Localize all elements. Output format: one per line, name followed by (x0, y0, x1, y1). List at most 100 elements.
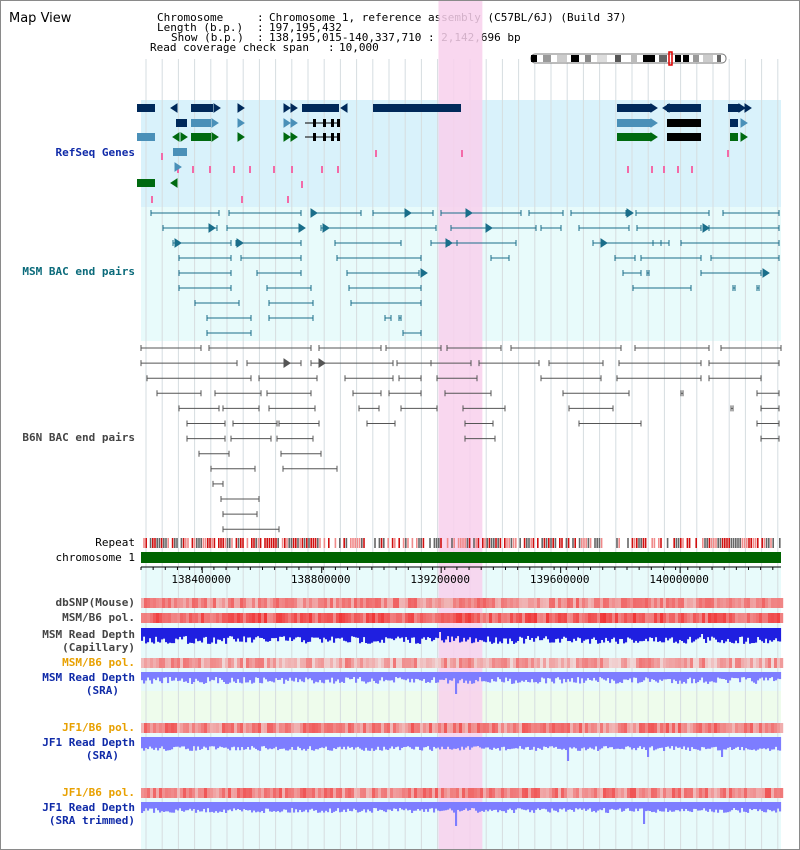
dbsnp-heat (408, 598, 412, 608)
msm-depth-sra-bar (283, 672, 286, 684)
msm-b6-pol-heat (171, 613, 175, 623)
msm-b6-pol-heat (243, 613, 247, 623)
msm-bac-pair-marker (208, 223, 216, 233)
dbsnp-heat (510, 598, 514, 608)
repeat-mark (704, 538, 706, 548)
msm-depth-sra-bar (579, 672, 582, 684)
msm-b6-pol-sra-heat (579, 658, 583, 668)
msm-b6-pol-heat (402, 613, 406, 623)
msm-depth-capillary-bar (229, 628, 232, 637)
msm-b6-pol-sra-heat (720, 658, 724, 668)
jf1-depth-sra-bar (269, 737, 272, 749)
refseq-gene-arrow (650, 132, 658, 142)
msm-depth-sra-bar (747, 672, 750, 679)
jf1-b6-pol-trimmed-heat (567, 788, 571, 798)
dbsnp-heat (756, 598, 760, 608)
jf1-b6-pol-heat (597, 723, 601, 733)
msm-depth-sra-bar (253, 672, 256, 683)
jf1-depth-sra-bar (551, 737, 554, 747)
msm-b6-pol-heat (627, 613, 631, 623)
jf1-depth-sra-bar (541, 737, 544, 750)
repeat-mark (713, 538, 715, 548)
jf1-b6-pol-heat (210, 723, 214, 733)
msm-b6-pol-sra-heat (489, 658, 493, 668)
msm-depth-sra-bar (581, 672, 584, 679)
jf1-depth-sra-bar (439, 737, 442, 750)
jf1-b6-pol-trimmed-heat (528, 788, 532, 798)
jf1-b6-pol-trimmed-heat (651, 788, 655, 798)
msm-depth-capillary-bar (383, 628, 386, 643)
dbsnp-heat (588, 598, 592, 608)
jf1-b6-pol-trimmed-heat (363, 788, 367, 798)
jf1-depth-sra-bar (665, 737, 668, 748)
msm-b6-pol-heat (369, 613, 373, 623)
jf1-depth-sra-bar (391, 737, 394, 747)
msm-b6-pol-heat (516, 613, 520, 623)
msm-depth-sra-bar (641, 672, 644, 683)
msm-b6-pol-heat (780, 613, 784, 623)
dbsnp-heat (177, 598, 181, 608)
track-label-refseq-genes[interactable]: RefSeq Genes (55, 146, 135, 159)
jf1-depth-trimmed-bar (235, 802, 238, 811)
jf1-depth-sra-bar (385, 737, 388, 750)
jf1-depth-sra-bar (187, 737, 190, 749)
jf1-depth-sra-bar (773, 737, 776, 750)
jf1-depth-trimmed-bar (579, 802, 582, 809)
msm-b6-pol-sra-heat (693, 658, 697, 668)
dbsnp-heat (549, 598, 553, 608)
refseq-tick (161, 153, 163, 160)
jf1-depth-trimmed-bar (161, 802, 164, 812)
jf1-b6-pol-heat (396, 723, 400, 733)
jf1-depth-trimmed-bar (165, 802, 168, 812)
dbsnp-heat (369, 598, 373, 608)
jf1-depth-trimmed-bar (313, 802, 316, 811)
dbsnp-heat (582, 598, 586, 608)
msm-b6-pol-sra-heat (324, 658, 328, 668)
jf1-b6-pol-heat (642, 723, 646, 733)
jf1-depth-sra-bar (395, 737, 398, 748)
repeat-mark (552, 538, 554, 548)
msm-depth-sra-bar (173, 672, 176, 681)
msm-depth-capillary-bar (325, 628, 328, 640)
track-label-b6n-bac[interactable]: B6N BAC end pairs (22, 431, 135, 444)
msm-depth-sra-bar (409, 672, 412, 683)
dbsnp-heat (471, 598, 475, 608)
repeat-mark (204, 538, 207, 548)
msm-depth-capillary-bar (225, 628, 228, 644)
msm-b6-pol-sra-heat (621, 658, 625, 668)
msm-b6-pol-heat (435, 613, 439, 623)
jf1-depth-sra-bar (549, 737, 552, 747)
jf1-b6-pol-trimmed-heat (183, 788, 187, 798)
jf1-depth-trimmed-bar (645, 802, 648, 812)
msm-b6-pol-sra-heat (141, 658, 145, 668)
repeat-mark (163, 538, 165, 548)
ideogram-band (615, 55, 621, 62)
jf1-depth-sra-bar (287, 737, 290, 751)
msm-depth-capillary-bar (533, 628, 536, 642)
msm-depth-capillary-bar (351, 628, 354, 637)
jf1-depth-sra-bar (423, 737, 426, 748)
jf1-depth-sra-bar (359, 737, 362, 749)
jf1-b6-pol-trimmed-heat (750, 788, 754, 798)
jf1-b6-pol-trimmed-heat (219, 788, 223, 798)
msm-b6-pol-sra-heat (351, 658, 355, 668)
jf1-b6-pol-trimmed-heat (267, 788, 271, 798)
jf1-depth-sra-bar (387, 737, 390, 751)
jf1-b6-pol-heat (189, 723, 193, 733)
msm-b6-pol-heat (468, 613, 472, 623)
dbsnp-heat (645, 598, 649, 608)
jf1-depth-trimmed-bar (229, 802, 232, 810)
refseq-gene-arrow (170, 178, 178, 188)
jf1-depth-sra-bar (295, 737, 298, 751)
track-label-msm-bac[interactable]: MSM BAC end pairs (22, 265, 135, 278)
msm-depth-capillary-bar (563, 628, 566, 637)
msm-depth-sra-bar (717, 672, 720, 678)
jf1-depth-trimmed-bar (551, 802, 554, 809)
jf1-b6-pol-trimmed-heat (312, 788, 316, 798)
msm-b6-pol-sra-heat (558, 658, 562, 668)
jf1-depth-trimmed-bar (767, 802, 770, 810)
msm-b6-pol-sra-heat (663, 658, 667, 668)
jf1-depth-trimmed-bar (419, 802, 422, 811)
jf1-b6-pol-heat (366, 723, 370, 733)
